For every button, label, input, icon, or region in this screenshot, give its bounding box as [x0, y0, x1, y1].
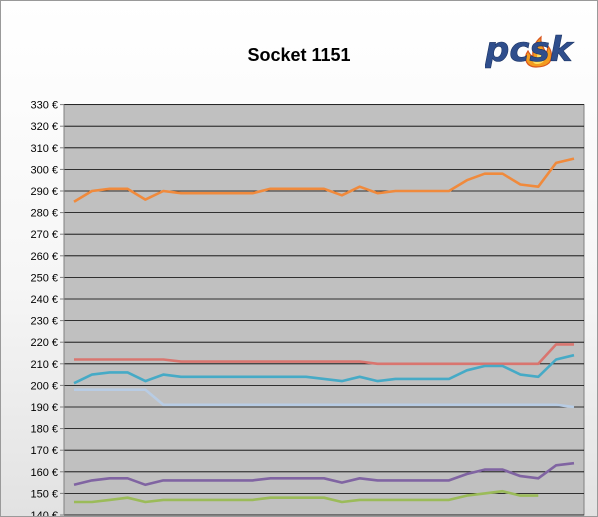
y-tick-label: 150 €	[30, 488, 58, 500]
y-tick-label: 310 €	[30, 143, 58, 155]
y-tick-label: 160 €	[30, 467, 58, 479]
y-tick-label: 290 €	[30, 186, 58, 198]
y-tick-label: 320 €	[30, 121, 58, 133]
plot-area	[63, 104, 585, 516]
y-tick-label: 300 €	[30, 164, 58, 176]
y-tick-label: 280 €	[30, 208, 58, 220]
y-tick-label: 200 €	[30, 380, 58, 392]
series-line-1	[73, 157, 575, 203]
y-tick-label: 330 €	[30, 100, 58, 112]
series-line-5	[73, 461, 575, 487]
series-line-4	[74, 388, 575, 409]
y-tick-label: 270 €	[30, 229, 58, 241]
series-line-2	[74, 343, 574, 366]
y-tick-label: 220 €	[30, 337, 58, 349]
y-tick-label: 230 €	[30, 316, 58, 328]
y-tick-label: 180 €	[30, 424, 58, 436]
series-line-6	[74, 489, 539, 504]
pcsk-logo: pcsk	[485, 30, 575, 71]
y-tick-label: 170 €	[30, 445, 58, 457]
y-tick-label: 250 €	[30, 272, 58, 284]
y-tick-label: 140 €	[30, 510, 58, 517]
y-axis: 330 € 320 € 310 € 300 € 290 € 280 € 270 € 260 €…	[30, 100, 65, 517]
y-tick-label: 210 €	[30, 359, 58, 371]
y-tick-label: 240 €	[30, 294, 58, 306]
flame-icon	[525, 35, 553, 68]
series-line-3	[73, 353, 575, 385]
gridlines	[64, 104, 584, 516]
y-tick-label: 260 €	[30, 251, 58, 263]
chart-title: Socket 1151	[247, 45, 351, 65]
series-lines	[73, 157, 575, 504]
logo-text: pcsk	[485, 30, 575, 70]
y-tick-label: 190 €	[30, 402, 58, 414]
